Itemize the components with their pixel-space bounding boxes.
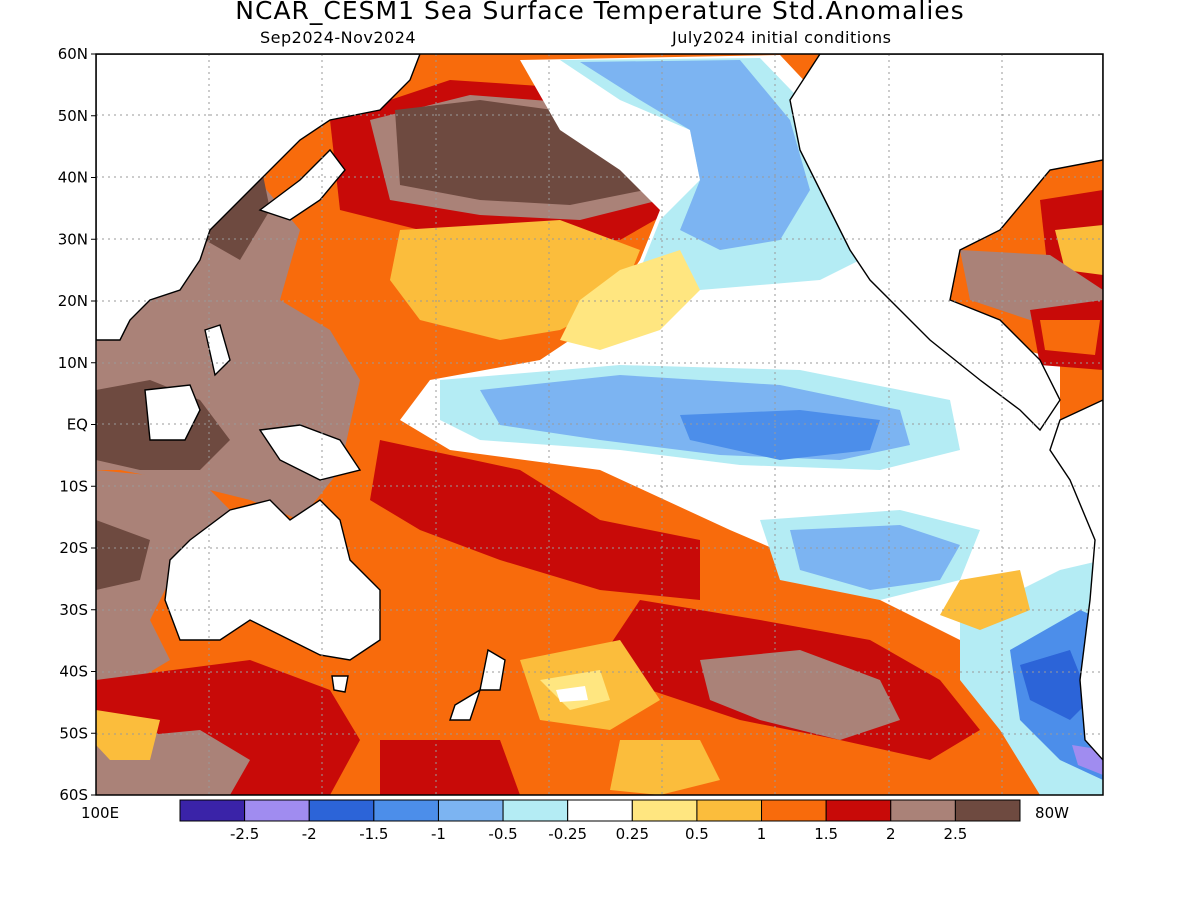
anomaly-region <box>96 520 150 590</box>
colorbar-swatch <box>244 799 310 822</box>
latitude-label: 10N <box>58 354 88 372</box>
new-zealand-south-island <box>449 688 482 721</box>
anomaly-region <box>1020 650 1090 720</box>
colorbar-label: 0.25 <box>616 825 649 843</box>
colorbar-label: -1.5 <box>359 825 388 843</box>
latitude-label: 30N <box>58 230 88 248</box>
colorbar-swatch <box>890 799 956 822</box>
latitude-label: 40N <box>58 169 88 187</box>
forecast-period: Sep2024-Nov2024 <box>260 28 417 47</box>
borneo-island <box>144 384 201 441</box>
colorbar-label: -1 <box>431 825 446 843</box>
anomaly-region <box>610 740 720 795</box>
land-masses <box>96 54 1103 762</box>
latitude-label: 30S <box>59 601 88 619</box>
colorbar-swatch <box>308 799 375 822</box>
colorbar-label: -0.5 <box>488 825 517 843</box>
tasmania-island <box>331 675 349 693</box>
colorbar-label: -0.25 <box>548 825 587 843</box>
anomaly-region <box>790 525 960 590</box>
colorbar-label: 2 <box>886 825 896 843</box>
colorbar-swatch <box>179 799 246 822</box>
latitude-label: 50S <box>59 724 88 742</box>
anomaly-region <box>370 440 700 600</box>
colorbar-label: 2.5 <box>943 825 967 843</box>
south-america-landmass <box>1049 399 1103 762</box>
longitude-label-east: 80W <box>1035 804 1069 822</box>
latitude-label: 60S <box>59 786 88 804</box>
anomaly-region <box>560 250 700 350</box>
longitude-label-west: 100E <box>81 804 119 822</box>
latitude-label: 20N <box>58 292 88 310</box>
japan-islands <box>258 148 346 221</box>
new-guinea-island <box>258 424 362 481</box>
anomaly-region <box>580 60 810 250</box>
anomaly-region <box>960 250 1103 320</box>
colorbar-swatch <box>567 799 633 822</box>
anomaly-region <box>96 710 160 760</box>
colorbar-swatch <box>373 799 439 822</box>
initial-conditions: July2024 initial conditions <box>672 28 892 47</box>
anomaly-region <box>556 686 588 702</box>
anomaly-region <box>1040 320 1100 355</box>
colorbar-swatch <box>631 799 698 822</box>
colorbar-label: 0.5 <box>685 825 709 843</box>
anomaly-region <box>1055 225 1103 275</box>
colorbar-label: -2 <box>302 825 317 843</box>
latitude-label: 40S <box>59 663 88 681</box>
north-america-landmass <box>789 54 1103 432</box>
colorbar-swatch <box>437 799 504 822</box>
colorbar-swatch <box>954 799 1021 822</box>
colorbar-swatch <box>696 799 763 822</box>
colorbar: -2.5 -2 -1.5 -1 -0.5 -0.25 0.25 0.5 1 1.5 2 2.5 <box>179 799 1021 843</box>
anomaly-region <box>380 740 520 795</box>
colorbar-swatch <box>502 799 569 822</box>
latitude-label: 60N <box>58 45 88 63</box>
anomaly-region <box>680 410 880 460</box>
colorbar-swatch <box>825 799 892 822</box>
australia-landmass <box>164 499 381 661</box>
anomaly-region <box>400 55 1103 640</box>
colorbar-label: -2.5 <box>230 825 259 843</box>
anomaly-region <box>940 570 1030 630</box>
colorbar-swatch <box>761 799 827 822</box>
colorbar-label: 1.5 <box>814 825 838 843</box>
latitude-label: EQ <box>67 416 88 434</box>
map-title: NCAR_CESM1 Sea Surface Temperature Std.A… <box>235 0 965 25</box>
latitude-label: 50N <box>58 107 88 125</box>
asia-landmass <box>96 54 421 341</box>
new-zealand-north-island <box>479 648 506 691</box>
anomaly-region <box>1072 745 1103 775</box>
latitude-axis: 60N 50N 40N 30N 20N 10N EQ 10S 20S 30S 40S 50S 60S <box>58 45 96 804</box>
latitude-label: 10S <box>59 477 88 495</box>
colorbar-label: 1 <box>757 825 767 843</box>
latitude-label: 20S <box>59 539 88 557</box>
